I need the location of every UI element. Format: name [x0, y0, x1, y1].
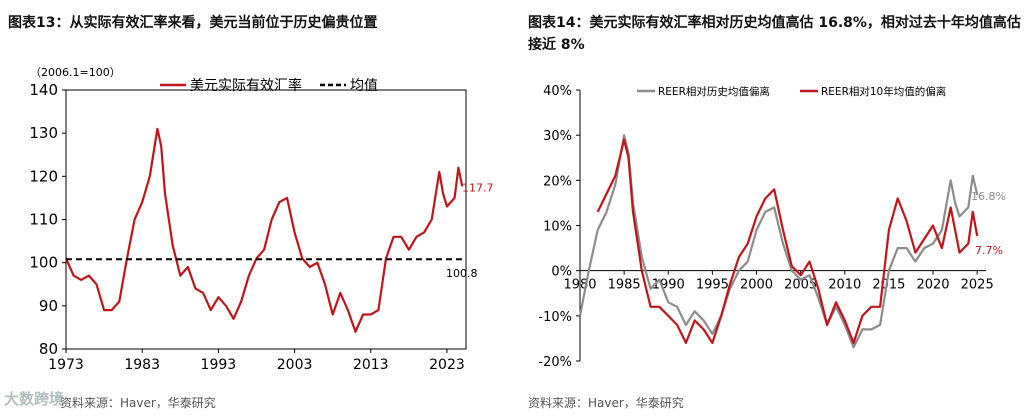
y-tick-label: -10% — [538, 310, 572, 325]
series-line-2 — [596, 138, 979, 344]
chart-title: 图表13：从实际有效汇率来看，美元当前位于历史偏贵位置 — [8, 12, 497, 34]
x-tick-label: 2003 — [277, 357, 313, 373]
watermark: 大数跨境 — [4, 390, 65, 408]
chart-panel-reer: 图表13：从实际有效汇率来看，美元当前位于历史偏贵位置 140 130 120 110… — [0, 0, 505, 420]
tenyr-end-value-label: 7.7% — [975, 244, 1003, 257]
chart-title: 图表14：美元实际有效汇率相对历史均值高估 16.8%，相对过去十年均值高估接近… — [528, 12, 1021, 56]
y-tick-label: 0% — [551, 265, 572, 280]
x-tick-label: 1983 — [124, 357, 160, 373]
x-tick-label: 1993 — [201, 357, 237, 373]
source-note: 资料来源：Haver，华泰研究 — [60, 396, 216, 410]
y-tick-label: -20% — [538, 355, 572, 370]
x-tick-label: 2023 — [429, 357, 465, 373]
y-tick-label: 20% — [543, 174, 572, 189]
figure-title: 美元实际有效汇率相对历史均值高估 16.8%，相对过去十年均值高估接近 8% — [528, 15, 1021, 53]
y-tick-label: 140 — [29, 81, 58, 99]
y-tick-label: 100 — [29, 254, 58, 272]
x-tick-label: 1973 — [48, 357, 84, 373]
legend-label-hist: REER相对历史均值偏离 — [658, 85, 770, 98]
x-tick-label: 1990 — [652, 278, 685, 293]
y-tick-label: 40% — [543, 84, 572, 99]
hist-end-value-label: 16.8% — [971, 190, 1006, 203]
x-tick-label: 2013 — [353, 357, 389, 373]
y-tick-label: 10% — [543, 220, 572, 235]
end-value-label: 117.7 — [462, 181, 494, 194]
x-tick-label: 2025 — [961, 278, 994, 293]
series-line-1 — [578, 134, 979, 349]
x-tick-label: 2000 — [740, 278, 773, 293]
legend-label-reer: 美元实际有效汇率 — [190, 77, 302, 94]
figure-title: 从实际有效汇率来看，美元当前位于历史偏贵位置 — [69, 15, 378, 31]
x-tick-label: 1980 — [563, 278, 596, 293]
legend-label-10y: REER相对10年均值的偏离 — [821, 85, 946, 98]
x-tick-label: 1985 — [608, 278, 641, 293]
y-tick-label: 30% — [543, 129, 572, 144]
unit-note: （2006.1=100） — [30, 66, 121, 79]
y-tick-label: 130 — [29, 124, 58, 142]
deviation-line-chart: 40% 30% 20% 10% 0% -10% -20% 1980 1985 1990 1995 20… — [538, 84, 1006, 370]
figure-label: 图表14： — [528, 15, 590, 31]
x-tick-label: 2010 — [828, 278, 861, 293]
y-tick-label: 120 — [29, 167, 58, 185]
legend-label-mean: 均值 — [350, 78, 378, 94]
series-line-1 — [64, 127, 464, 333]
y-tick-label: 90 — [39, 297, 58, 315]
chart-panel-deviation: 图表14：美元实际有效汇率相对历史均值高估 16.8%，相对过去十年均值高估接近… — [520, 0, 1029, 420]
x-tick-label: 2015 — [872, 278, 905, 293]
source-note: 资料来源：Haver，华泰研究 — [528, 396, 684, 410]
x-tick-label: 2005 — [784, 278, 817, 293]
figure-label: 图表13： — [8, 15, 70, 31]
y-tick-label: 110 — [29, 211, 58, 229]
y-tick-label: 80 — [39, 340, 58, 358]
plot-frame — [65, 89, 467, 350]
mean-value-label: 100.8 — [446, 267, 478, 280]
x-tick-label: 2020 — [916, 278, 949, 293]
x-tick-label: 1995 — [696, 278, 729, 293]
